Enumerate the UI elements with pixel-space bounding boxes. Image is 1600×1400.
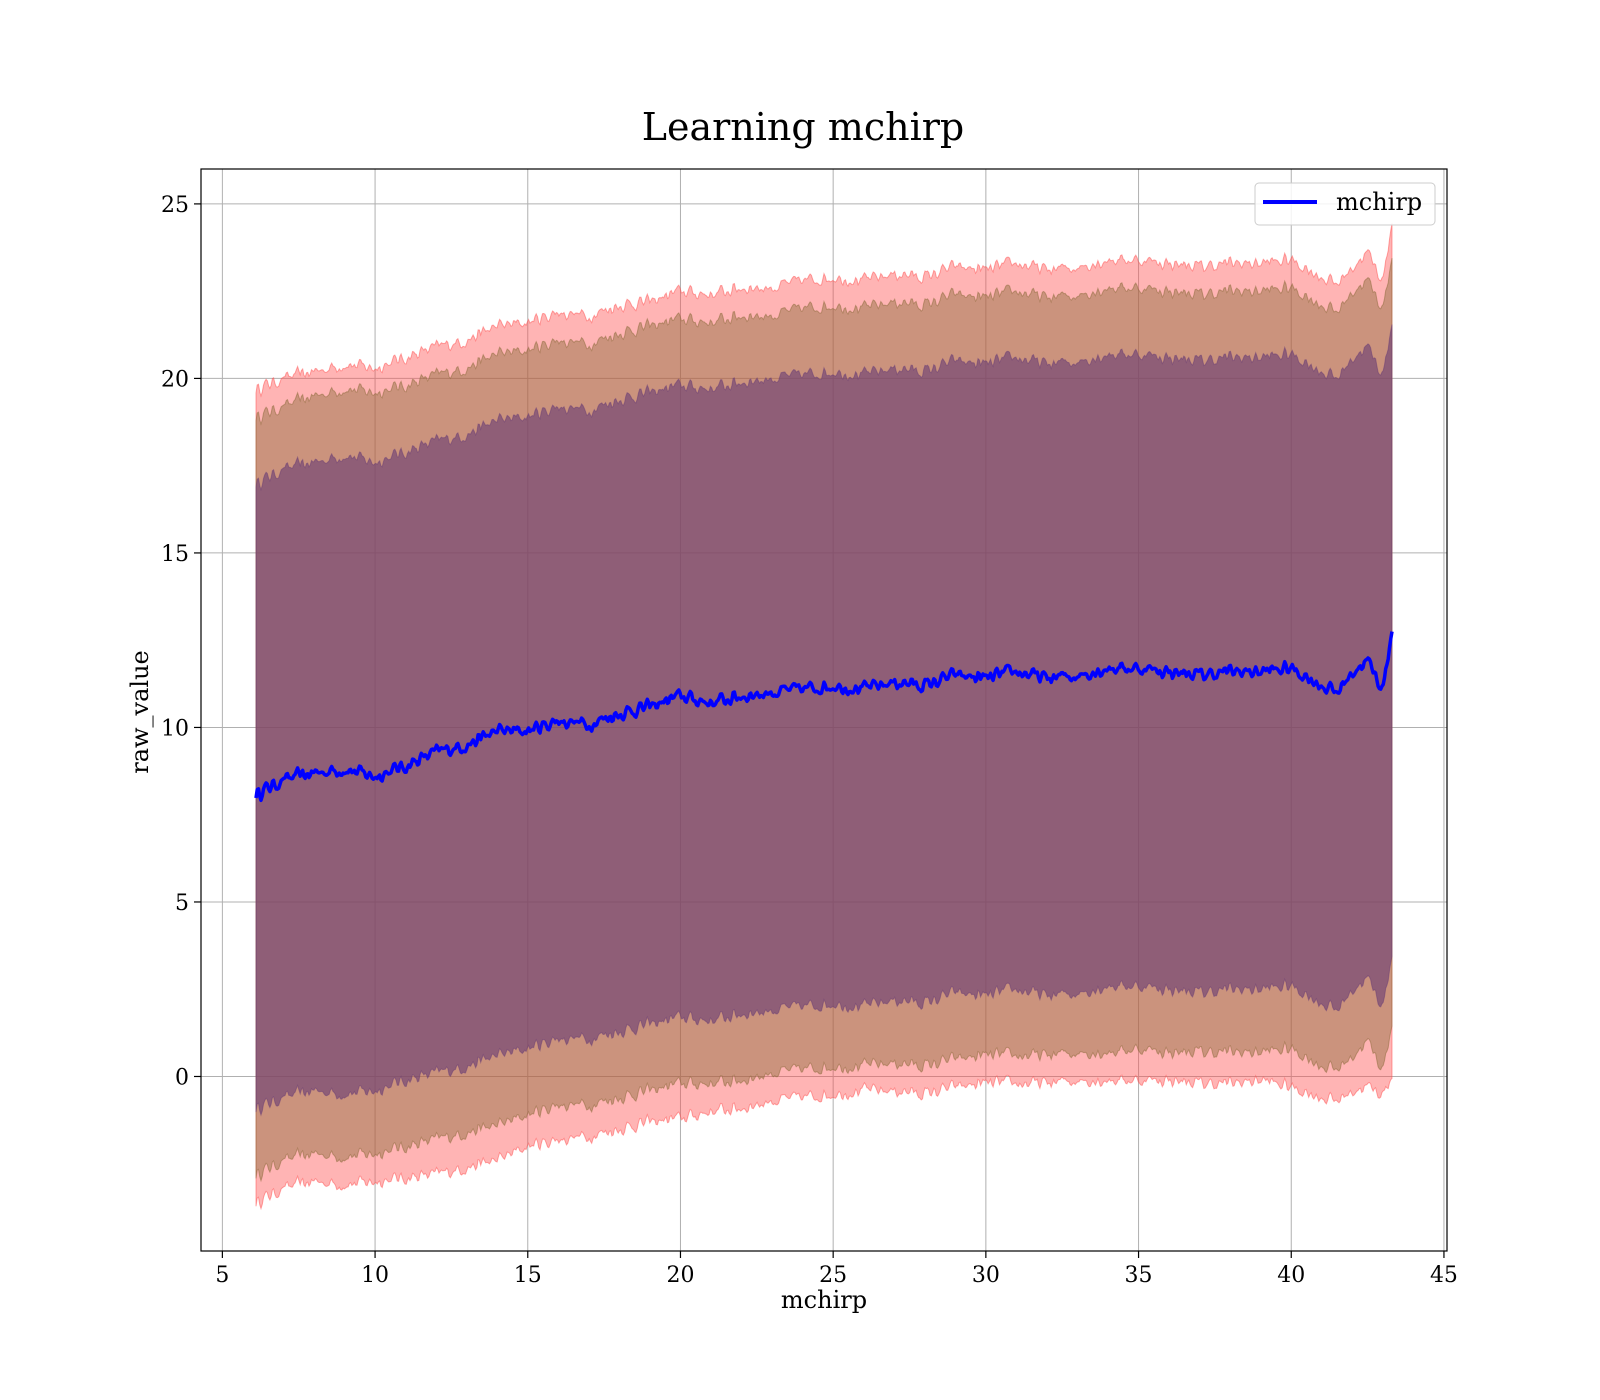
x-axis-label: mchirp	[781, 1286, 867, 1314]
y-tick-label-25: 25	[161, 193, 189, 218]
x-tick-label-5: 5	[215, 1263, 229, 1288]
series-line-mchirp	[254, 631, 1394, 803]
x-axis-ticks: 5 10 15 20 25 30 35 40 45	[215, 1251, 1458, 1288]
y-axis-label: raw_value	[126, 650, 154, 774]
x-tick-label-25: 25	[819, 1263, 847, 1288]
confidence-bands	[255, 223, 1393, 1211]
legend-entry-mchirp: mchirp	[1336, 188, 1422, 216]
x-tick-label-40: 40	[1277, 1263, 1305, 1288]
plot-frame	[200, 168, 1448, 1252]
x-tick-label-30: 30	[972, 1263, 1000, 1288]
legend-box	[1254, 182, 1436, 226]
x-tick-label-10: 10	[361, 1263, 389, 1288]
y-tick-label-5: 5	[175, 891, 189, 916]
y-tick-label-15: 15	[161, 542, 189, 567]
x-tick-label-15: 15	[514, 1263, 542, 1288]
x-tick-label-35: 35	[1125, 1263, 1153, 1288]
x-tick-label-45: 45	[1430, 1263, 1458, 1288]
chart-title: Learning mchirp	[642, 105, 964, 149]
y-tick-label-20: 20	[161, 367, 189, 392]
legend: mchirp	[1254, 182, 1436, 226]
y-axis-ticks: 0 5 10 15 20 25	[161, 193, 201, 1090]
y-tick-label-0: 0	[175, 1065, 189, 1090]
y-tick-label-10: 10	[161, 716, 189, 741]
x-tick-label-20: 20	[666, 1263, 694, 1288]
mean-line-layer	[254, 631, 1394, 803]
band-inner	[255, 324, 1393, 1117]
